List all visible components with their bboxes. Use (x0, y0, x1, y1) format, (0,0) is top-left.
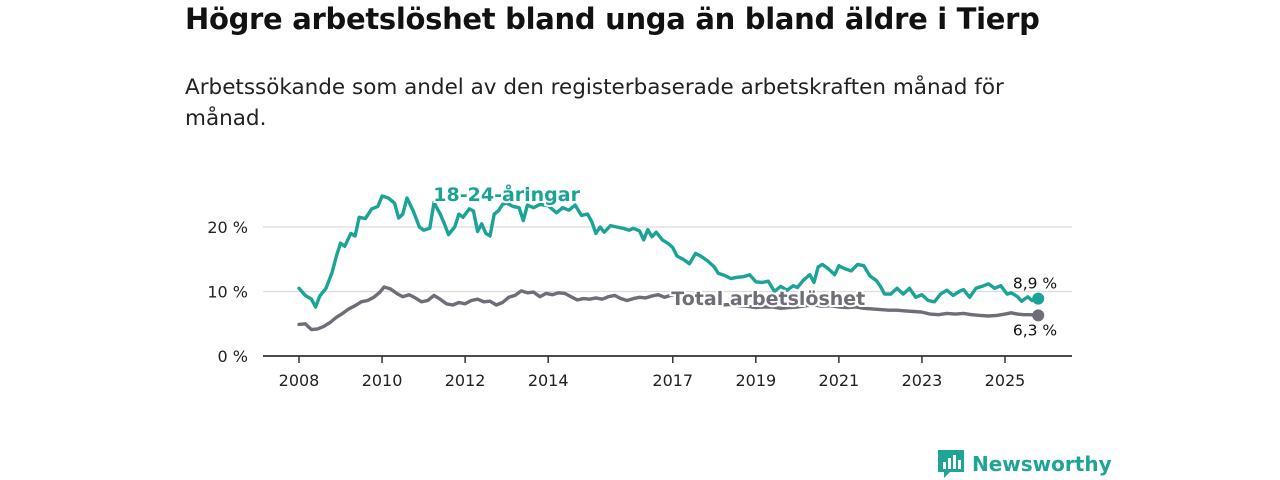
series-label-total: Total arbetslöshet (671, 288, 865, 310)
y-axis-ticks: 0 % 10 % 20 % (207, 218, 248, 366)
x-tick-label: 2017 (652, 371, 693, 390)
chart-title: Högre arbetslöshet bland unga än bland ä… (185, 2, 1040, 36)
end-label-total: 6,3 % (1013, 321, 1057, 339)
series-line-youth (297, 194, 1040, 309)
x-tick-label: 2019 (735, 371, 776, 390)
x-tick-label: 2012 (445, 371, 486, 390)
end-point-youth (1032, 292, 1045, 305)
series-line-total (297, 285, 1040, 332)
y-tick-label: 10 % (207, 283, 248, 302)
newsworthy-icon (938, 450, 964, 478)
x-tick-label: 2025 (985, 371, 1026, 390)
x-tick-label: 2010 (362, 371, 403, 390)
gridlines (263, 226, 1072, 293)
x-tick-label: 2021 (819, 371, 860, 390)
newsworthy-logo: Newsworthy (938, 450, 1112, 478)
y-tick-label: 20 % (207, 218, 248, 237)
x-tick-label: 2023 (902, 371, 943, 390)
series-labels: 18-24-åringar Total arbetslöshet 8,9 % 6,3 … (431, 180, 1057, 339)
x-axis-ticks: 2008 2010 2012 2014 2017 2019 2021 2023 2025 (263, 355, 1072, 390)
chart-subtitle: Arbetssökande som andel av den registerb… (185, 75, 1004, 131)
y-tick-label: 0 % (218, 347, 248, 366)
brand-name: Newsworthy (972, 452, 1112, 476)
x-tick-label: 2014 (528, 371, 569, 390)
series-lines (297, 194, 1045, 332)
end-label-youth: 8,9 % (1013, 275, 1057, 293)
x-tick-label: 2008 (279, 371, 320, 390)
series-label-youth: 18-24-åringar (433, 182, 580, 206)
end-point-total (1032, 309, 1045, 322)
